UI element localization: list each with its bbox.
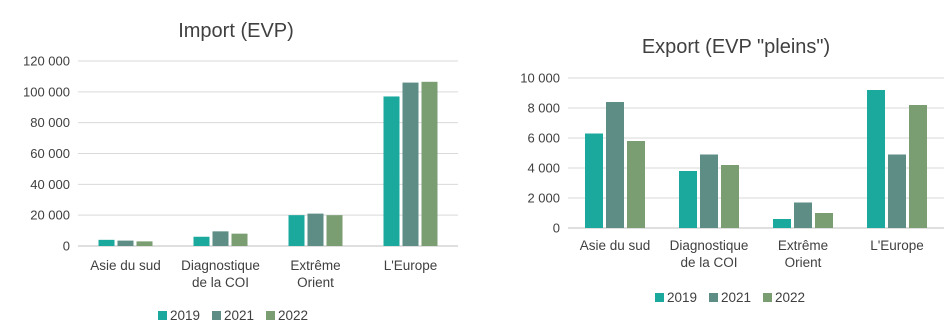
bar-2019	[288, 215, 305, 246]
y-tick-label: 20 000	[30, 208, 70, 223]
legend-swatch-2022	[763, 293, 772, 302]
y-tick-label: 8 000	[527, 101, 560, 116]
bar-2019	[383, 96, 400, 246]
bar-2019	[773, 219, 791, 228]
chart-title: Export (EVP "pleins")	[642, 36, 830, 58]
bar-2022	[721, 165, 739, 228]
y-tick-label: 0	[63, 239, 70, 254]
bar-2019	[98, 239, 115, 246]
y-tick-label: 100 000	[23, 84, 70, 99]
legend-label-2021: 2021	[721, 290, 751, 305]
x-category-label: Asie du sud	[580, 238, 651, 253]
bar-2019	[679, 171, 697, 228]
bar-2022	[815, 213, 833, 228]
x-category-label: Orient	[785, 255, 822, 270]
bar-2021	[700, 154, 718, 228]
y-tick-label: 120 000	[23, 54, 70, 69]
x-category-label: Diagnostique	[181, 258, 260, 273]
legend-swatch-2019	[655, 293, 664, 302]
legend-label-2021: 2021	[224, 308, 254, 320]
bar-2021	[212, 231, 229, 246]
x-category-label: Extrême	[290, 258, 340, 273]
bar-2022	[627, 141, 645, 228]
y-tick-label: 2 000	[527, 191, 560, 206]
y-tick-label: 6 000	[527, 131, 560, 146]
y-tick-label: 4 000	[527, 161, 560, 176]
bar-2021	[606, 102, 624, 228]
x-category-label: L'Europe	[870, 238, 924, 253]
chart-import: Import (EVP) 0 20 000 40 000 60 000 80 000 100…	[23, 20, 458, 320]
y-tick-label: 0	[553, 221, 560, 236]
legend-label-2019: 2019	[170, 308, 200, 320]
bar-2021	[307, 213, 324, 246]
y-tick-label: 60 000	[30, 146, 70, 161]
x-category-label: Diagnostique	[670, 238, 749, 253]
bar-2019	[867, 90, 885, 228]
bar-2021	[117, 240, 134, 246]
x-category-label: de la COI	[680, 255, 737, 270]
legend-swatch-2022	[266, 311, 275, 320]
y-tick-label: 10 000	[520, 71, 560, 86]
x-category-label: Orient	[297, 275, 334, 290]
bar-2021	[888, 154, 906, 228]
x-category-label: L'Europe	[384, 258, 438, 273]
legend-label-2022: 2022	[775, 290, 805, 305]
x-category-label: Extrême	[778, 238, 828, 253]
bar-2022	[421, 81, 438, 246]
bar-2022	[909, 105, 927, 228]
bar-2021	[794, 202, 812, 228]
chart-export: Export (EVP "pleins") 0 2 000 4 000 6 000 8 0…	[520, 36, 944, 305]
y-tick-label: 80 000	[30, 115, 70, 130]
legend-swatch-2021	[709, 293, 718, 302]
legend-label-2019: 2019	[667, 290, 697, 305]
legend-swatch-2019	[158, 311, 167, 320]
bar-2021	[402, 82, 419, 246]
bar-2022	[326, 215, 343, 246]
bar-2022	[231, 233, 248, 246]
x-category-label: de la COI	[192, 275, 249, 290]
legend-label-2022: 2022	[278, 308, 308, 320]
legend-swatch-2021	[212, 311, 221, 320]
bar-2019	[585, 133, 603, 228]
bar-2019	[193, 236, 210, 246]
y-tick-label: 40 000	[30, 177, 70, 192]
chart-title: Import (EVP)	[178, 20, 294, 42]
x-category-label: Asie du sud	[90, 258, 161, 273]
bar-2022	[136, 241, 153, 246]
